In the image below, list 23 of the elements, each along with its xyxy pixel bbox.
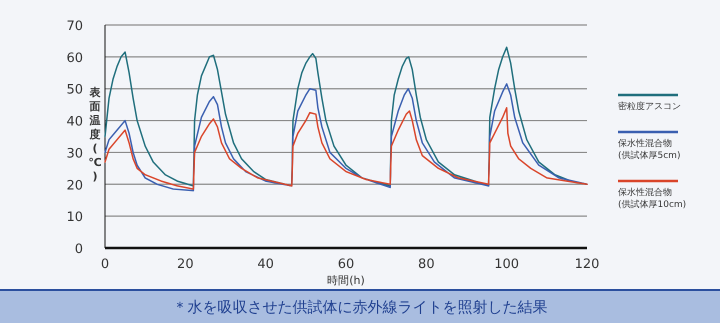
x-axis-title: 時間(h): [327, 274, 365, 287]
x-tick-label: 100: [494, 257, 520, 272]
text: 密粒度アスコン: [618, 101, 681, 112]
y-tick-label: 30: [66, 146, 83, 162]
x-tick-label: 40: [257, 257, 274, 272]
y-tick-label: 70: [66, 19, 83, 34]
text: 保水性混合物 (供試体厚5cm): [618, 138, 680, 161]
x-tick-label: 0: [100, 257, 110, 272]
y-tick-label: 60: [66, 50, 83, 66]
y-tick-label: 40: [66, 114, 83, 130]
x-tick-label: 60: [338, 257, 354, 272]
y-tick-label: 0: [74, 242, 83, 257]
x-tick-label: 80: [418, 257, 435, 272]
text: ＊水を吸収させた供試体に赤外線ライトを照射した結果: [172, 298, 548, 316]
y-tick-label: 10: [66, 210, 83, 226]
x-tick-label: 120: [574, 257, 600, 272]
line-series: [104, 83, 588, 192]
y-tick-label: 50: [66, 82, 83, 98]
line-series: [104, 107, 588, 190]
y-tick-label: 20: [66, 178, 83, 194]
x-tick-label: 20: [177, 257, 194, 272]
y-axis-title: 表面温度(℃): [88, 86, 102, 183]
text: 保水性混合物 (供試体厚10cm): [618, 187, 686, 210]
